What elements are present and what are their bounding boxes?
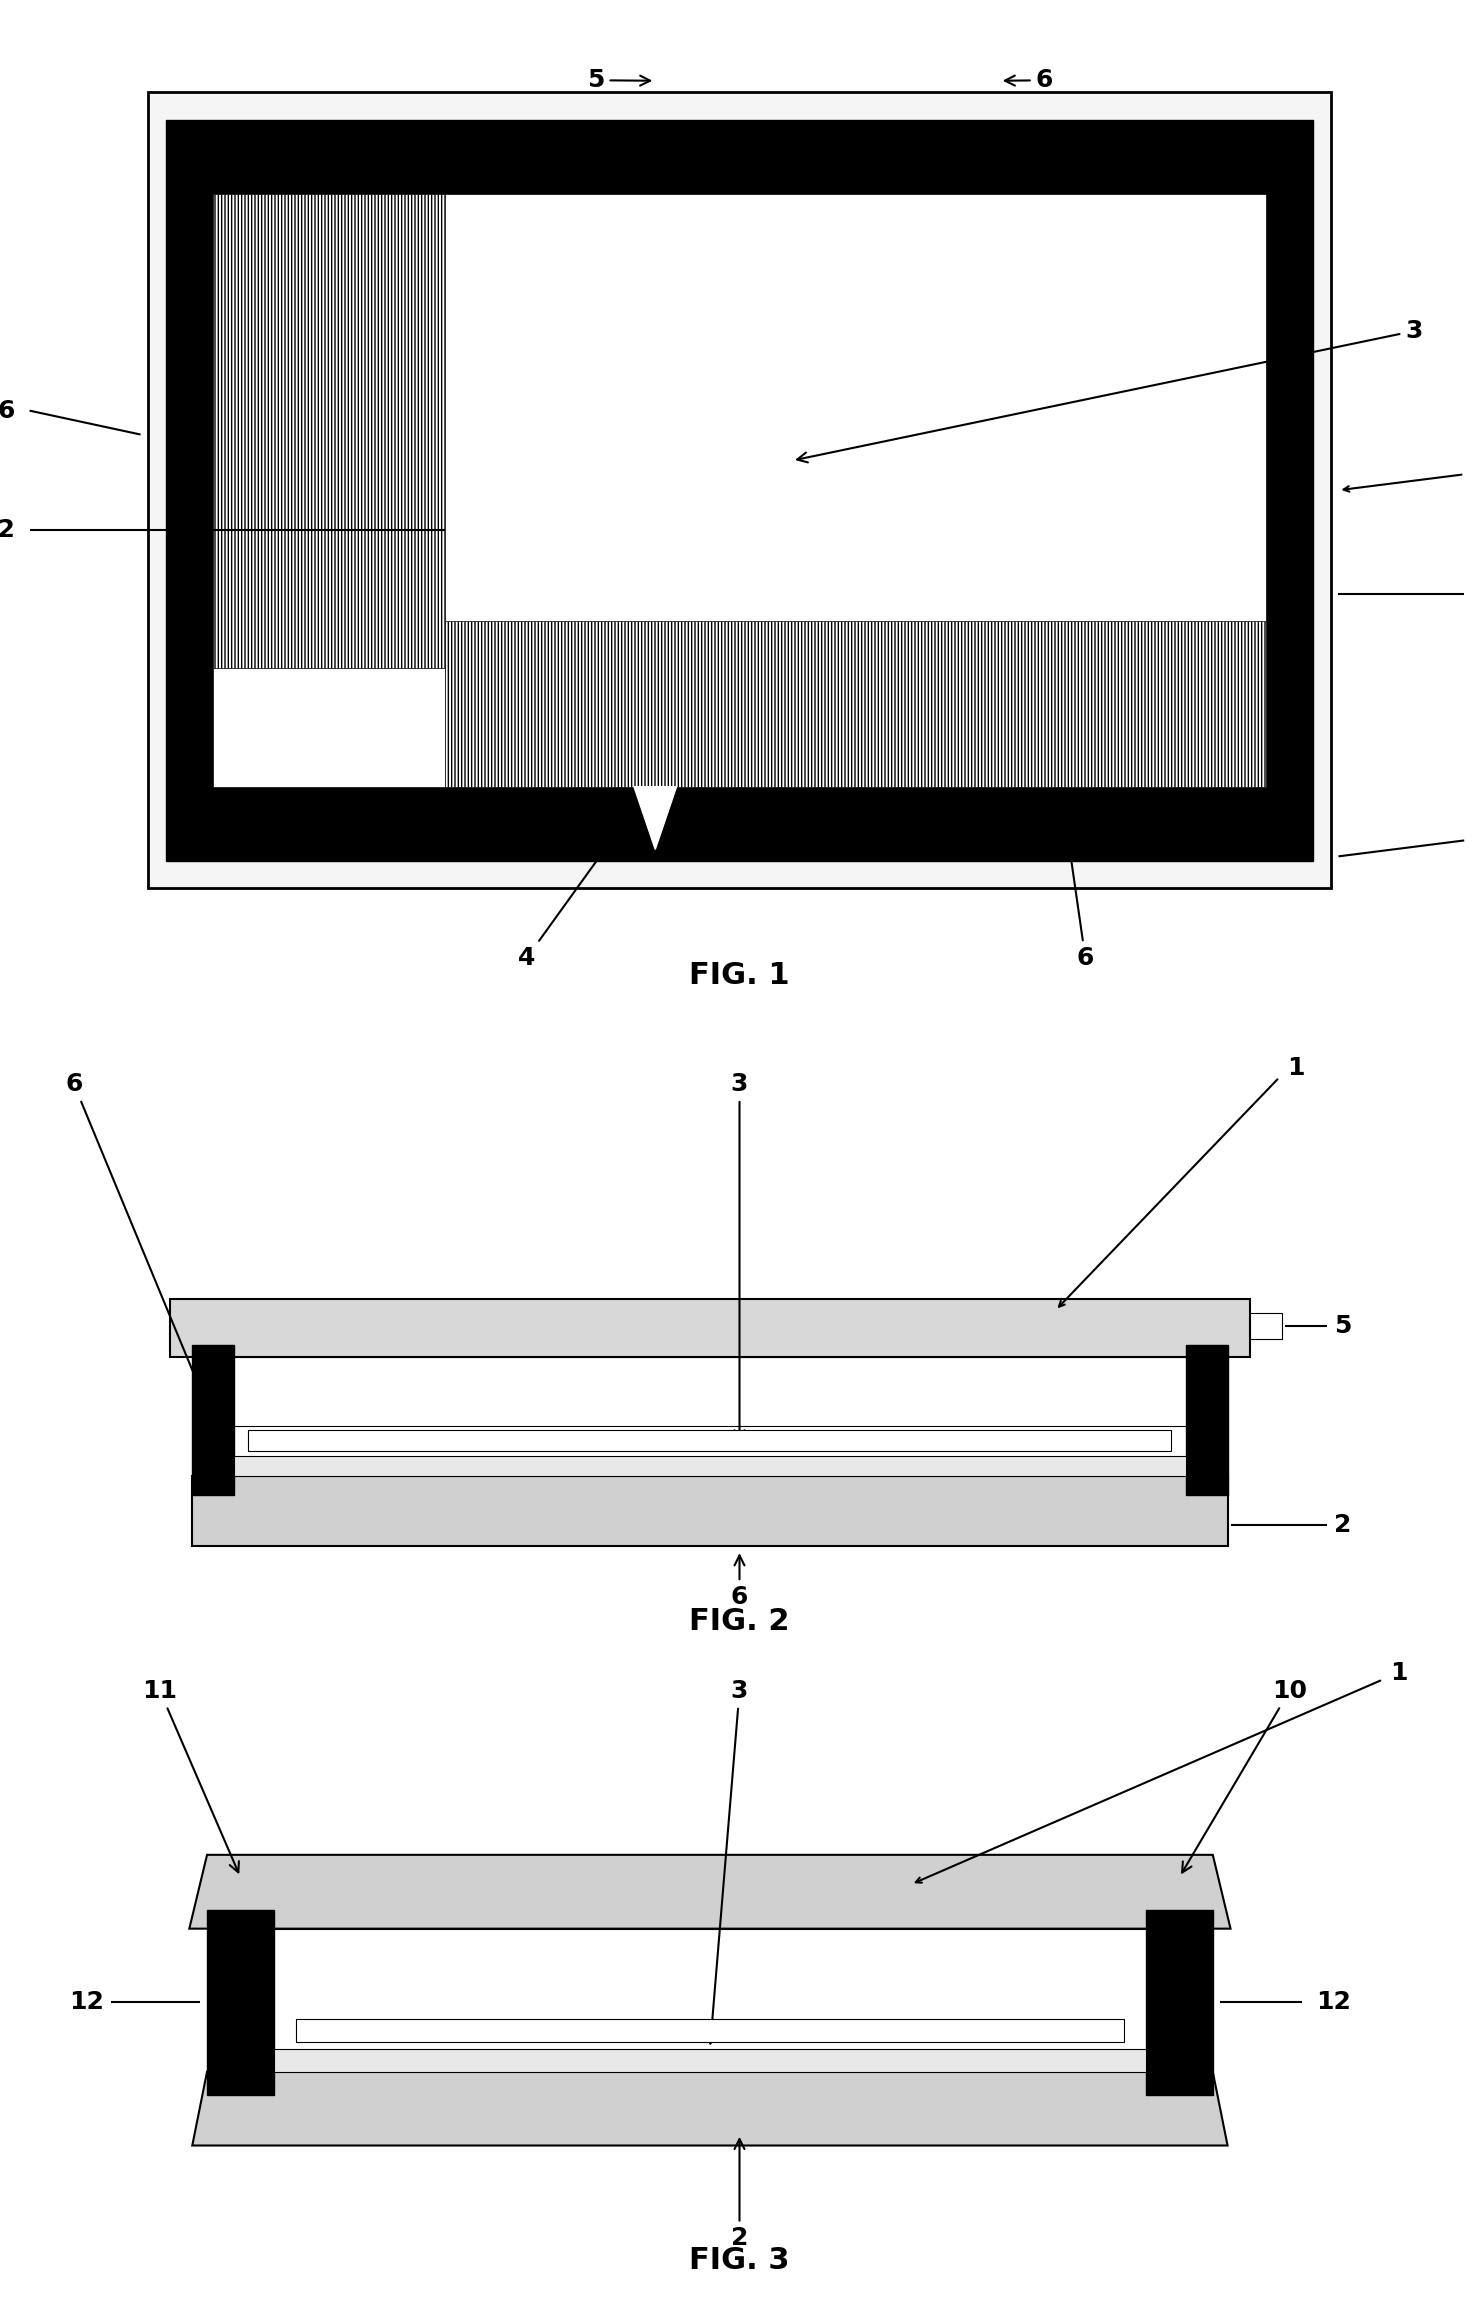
Text: 12: 12 [0,519,15,542]
Text: 6: 6 [65,1073,211,1414]
Text: 12: 12 [68,1991,104,2014]
Bar [148,92,1331,888]
Text: FIG. 2: FIG. 2 [689,1608,790,1636]
Bar [192,1345,234,1495]
Text: 2: 2 [731,2139,748,2249]
Bar [234,1456,1186,1476]
Text: 1: 1 [1390,1661,1408,1684]
Bar [166,120,1313,861]
Text: FIG. 3: FIG. 3 [689,2247,790,2275]
Bar [1250,1313,1282,1338]
Text: 11: 11 [142,1679,240,1873]
Bar [1186,1345,1228,1495]
Bar [248,1430,1171,1451]
Bar [213,194,1266,787]
Polygon shape [634,787,676,849]
Text: FIG. 1: FIG. 1 [689,962,790,990]
Bar [170,1299,1250,1357]
Text: 6: 6 [1004,69,1053,92]
Bar [274,2049,1146,2072]
Bar [445,621,1266,787]
Polygon shape [192,2072,1228,2146]
Text: 6: 6 [731,1555,748,1608]
Text: 6: 6 [1057,791,1094,969]
Bar [296,2019,1124,2042]
Bar [213,194,445,787]
Text: 6: 6 [0,399,15,422]
Text: 5: 5 [1334,1315,1352,1338]
Text: 5: 5 [587,69,651,92]
Text: 3: 3 [797,318,1423,461]
Text: 4: 4 [518,791,646,969]
Text: 10: 10 [1182,1679,1307,1873]
Bar [1146,1910,1213,2095]
Text: 1: 1 [1287,1057,1304,1080]
Text: 3: 3 [705,1679,748,2044]
Bar [192,1476,1228,1546]
Text: 3: 3 [731,1073,748,1440]
Text: 2: 2 [1334,1513,1352,1536]
Polygon shape [189,1855,1231,1929]
Bar [213,669,445,787]
Bar [207,1910,274,2095]
Text: 12: 12 [1316,1991,1352,2014]
